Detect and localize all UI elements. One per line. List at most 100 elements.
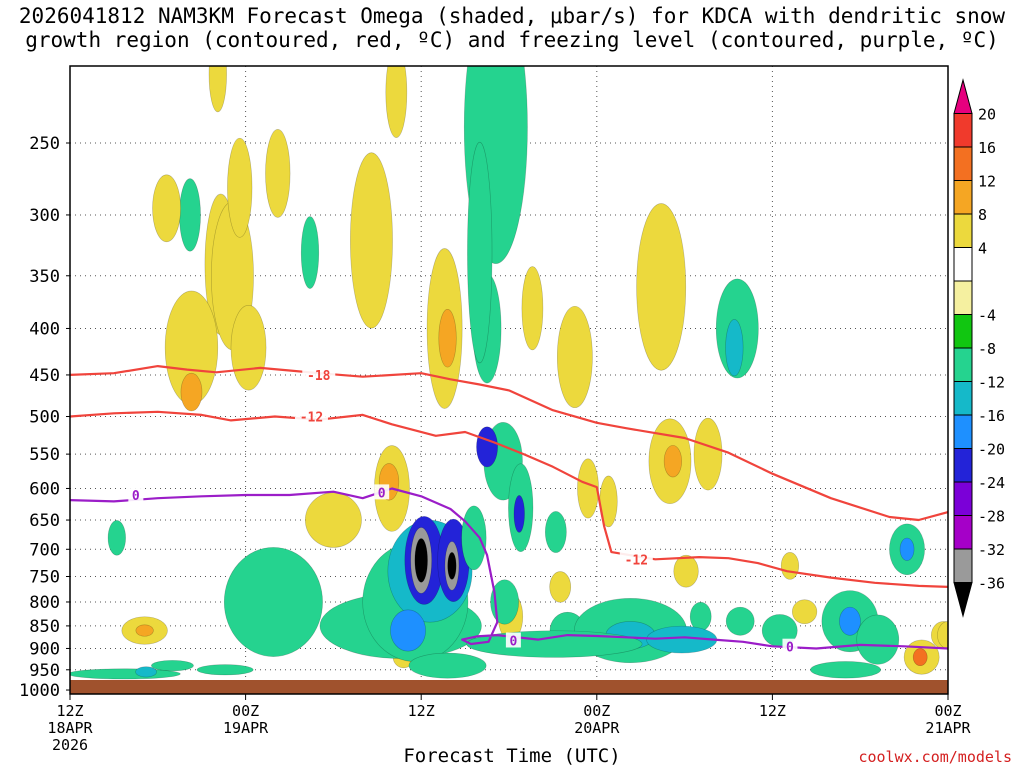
colorbar-label: -28 xyxy=(978,508,1005,526)
x-axis-title: Forecast Time (UTC) xyxy=(403,745,621,767)
omega-cell xyxy=(179,178,201,252)
omega-cell xyxy=(438,308,457,368)
title-line-1: 2026041812 NAM3KM Forecast Omega (shaded… xyxy=(18,4,1006,28)
x-tick-label: 12Z xyxy=(759,702,786,720)
colorbar-swatch xyxy=(953,582,973,618)
contour-line xyxy=(70,365,948,522)
colorbar-label: -24 xyxy=(978,474,1005,492)
contour-label-bg xyxy=(505,632,521,648)
omega-cell xyxy=(856,614,900,665)
contour-label: -12 xyxy=(300,411,323,426)
colorbar-swatch xyxy=(953,548,973,583)
x-tick-label: 19APR xyxy=(223,719,269,737)
x-tick-label: 20APR xyxy=(574,719,620,737)
omega-cell xyxy=(408,652,487,679)
omega-cell xyxy=(556,305,593,409)
omega-cell xyxy=(180,372,203,412)
colorbar: 20 16 12 8 4 -4 -8 -12 -16 -20 -24 -28 -32 -36 xyxy=(953,78,1005,618)
omega-cell xyxy=(223,547,323,657)
omega-cell xyxy=(107,520,126,556)
colorbar-swatch xyxy=(953,515,973,550)
colorbar-swatch xyxy=(953,247,973,282)
omega-cell xyxy=(725,606,755,636)
colorbar-swatch xyxy=(953,78,973,114)
y-tick-label: 700 xyxy=(29,540,60,560)
omega-cell xyxy=(839,606,861,636)
contour-label-bg xyxy=(619,551,653,567)
x-tick-label: 12Z xyxy=(408,702,435,720)
y-tick-label: 950 xyxy=(29,661,60,681)
colorbar-swatch xyxy=(953,180,973,215)
x-tick-label: 00Z xyxy=(583,702,610,720)
contour-label: 0 xyxy=(786,641,794,656)
y-tick-label: 850 xyxy=(29,617,60,637)
omega-cell xyxy=(390,609,426,652)
omega-cell xyxy=(227,137,253,238)
contour-line xyxy=(70,487,948,650)
colorbar-swatch xyxy=(953,146,973,181)
contour-labels: -18 -12 0 0 0 0 -12 xyxy=(128,366,798,656)
omega-cell xyxy=(300,216,320,289)
y-tick-label: 750 xyxy=(29,568,60,588)
plot-frame xyxy=(69,65,949,695)
omega-cell xyxy=(447,552,457,580)
colorbar-label: 20 xyxy=(978,106,996,124)
omega-cell xyxy=(152,174,181,243)
contour-line xyxy=(70,410,948,588)
omega-cell xyxy=(476,426,498,468)
x-tick-label: 2026 xyxy=(52,736,88,754)
title-line-2: growth region (contoured, red, ºC) and f… xyxy=(25,28,999,52)
omega-cell xyxy=(636,203,687,371)
omega-cell xyxy=(135,624,154,637)
omega-cell xyxy=(151,660,194,672)
omega-cell xyxy=(467,141,493,364)
omega-cell xyxy=(513,495,525,533)
colorbar-label: 12 xyxy=(978,173,996,191)
x-tick-label: 00Z xyxy=(934,702,961,720)
colorbar-swatch xyxy=(953,113,973,148)
colorbar-label: 16 xyxy=(978,139,996,157)
y-tick-label: 300 xyxy=(29,206,60,226)
omega-cell xyxy=(725,319,744,377)
omega-cell xyxy=(899,537,915,561)
contour-label-bg xyxy=(128,486,144,502)
omega-cell xyxy=(693,417,723,491)
colorbar-swatch xyxy=(953,448,973,483)
y-tick-label: 800 xyxy=(29,593,60,613)
contour-label-bg xyxy=(302,366,336,382)
omega-cell xyxy=(912,648,928,667)
colorbar-swatch xyxy=(953,381,973,416)
omega-cell xyxy=(230,304,267,391)
colorbar-label: -4 xyxy=(978,307,996,325)
omega-cell xyxy=(673,554,699,588)
contour-label: -18 xyxy=(307,369,331,384)
colorbar-swatch xyxy=(953,314,973,349)
chart-title: 2026041812 NAM3KM Forecast Omega (shaded… xyxy=(0,4,1024,52)
ground-terrain xyxy=(70,680,948,694)
colorbar-swatch xyxy=(953,414,973,449)
y-tick-label: 550 xyxy=(29,445,60,465)
colorbar-swatch xyxy=(953,280,973,315)
y-tick-label: 650 xyxy=(29,511,60,531)
omega-cell xyxy=(549,571,572,603)
x-tick-label: 18APR xyxy=(47,719,93,737)
colorbar-swatch xyxy=(953,481,973,516)
contour-label-bg xyxy=(782,638,798,654)
colorbar-label: -32 xyxy=(978,541,1005,559)
omega-cell xyxy=(208,66,227,113)
contour-label-bg xyxy=(294,408,328,424)
x-tick-label: 21APR xyxy=(925,719,971,737)
colorbar-label: -8 xyxy=(978,340,996,358)
credit-text: coolwx.com/models xyxy=(858,748,1012,766)
contour-label: 0 xyxy=(378,486,386,501)
y-tick-label: 1000 xyxy=(19,681,60,701)
colorbar-label: -12 xyxy=(978,374,1005,392)
omega-shading xyxy=(70,66,948,680)
y-tick-label: 400 xyxy=(29,319,60,339)
omega-cell xyxy=(689,601,712,632)
x-tick-label: 00Z xyxy=(232,702,259,720)
y-tick-label: 600 xyxy=(29,479,60,499)
omega-cell xyxy=(196,664,254,676)
